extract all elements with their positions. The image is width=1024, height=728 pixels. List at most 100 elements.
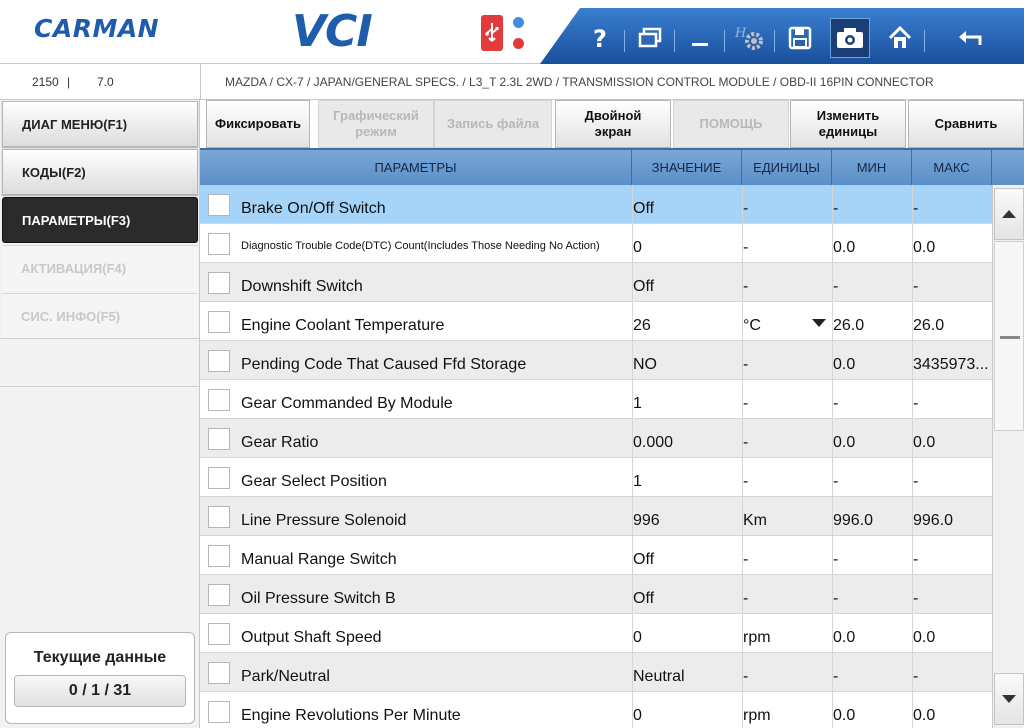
help-icon[interactable]: ? [580,18,620,58]
cell-unit: rpm [743,629,771,646]
row-checkbox[interactable] [208,311,230,333]
graph-mode-button: Графический режим [318,100,434,148]
row-checkbox[interactable] [208,389,230,411]
table-scrollbar[interactable] [992,185,1024,728]
cell-value: Off [633,590,655,607]
row-checkbox[interactable] [208,428,230,450]
cell-min: 0.0 [833,434,856,451]
cell-max: - [913,473,919,490]
table-row[interactable]: Line Pressure Solenoid 996 Km 996.0 996.0 [200,497,992,536]
settings-icon[interactable]: H [730,18,770,58]
column-header-parameters[interactable]: ПАРАМЕТРЫ [200,150,632,185]
cell-value: 0 [633,707,642,724]
connection-led-red-icon [513,38,524,49]
cell-max: - [913,395,919,412]
window-icon[interactable] [630,18,670,58]
row-checkbox[interactable] [208,233,230,255]
cell-value: NO [633,356,657,373]
cell-name: Engine Coolant Temperature [241,317,445,334]
record-file-button: Запись файла [434,100,552,148]
column-header-units[interactable]: ЕДИНИЦЫ [742,150,832,185]
camera-icon[interactable] [830,18,870,58]
minimize-icon[interactable] [680,18,720,58]
table-row[interactable]: Gear Ratio 0.000 - 0.0 0.0 [200,419,992,458]
arrow-down-icon [1002,695,1016,703]
cell-value: Off [633,200,655,217]
table-row[interactable]: Output Shaft Speed 0 rpm 0.0 0.0 [200,614,992,653]
change-units-button[interactable]: Изменить единицы [790,100,906,148]
cell-value: 1 [633,473,642,490]
scroll-thumb[interactable] [994,241,1024,431]
column-header-min[interactable]: МИН [832,150,912,185]
sidebar-item-parameters[interactable]: ПАРАМЕТРЫ(F3) [2,197,198,243]
cell-value: 1 [633,395,642,412]
cell-name: Gear Commanded By Module [241,395,453,412]
cell-min: - [833,668,839,685]
cell-min: - [833,395,839,412]
cell-unit: - [743,551,749,568]
cell-max: 3435973... [913,356,989,373]
table-row[interactable]: Gear Select Position 1 - - - [200,458,992,497]
cell-max: - [913,200,919,217]
table-row[interactable]: Park/Neutral Neutral - - - [200,653,992,692]
cell-min: - [833,278,839,295]
unit-dropdown-icon[interactable] [812,319,826,327]
cell-unit: - [743,434,749,451]
current-data-counter: 0 / 1 / 31 [14,675,186,707]
svg-text:H: H [734,26,747,41]
cell-unit: Km [743,512,767,529]
back-icon[interactable] [950,18,990,58]
cell-min: - [833,551,839,568]
cell-value: 0.000 [633,434,674,451]
table-row[interactable]: Downshift Switch Off - - - [200,263,992,302]
cell-name: Gear Ratio [241,434,319,451]
row-checkbox[interactable] [208,545,230,567]
save-icon[interactable] [780,18,820,58]
cell-name: Manual Range Switch [241,551,397,568]
cell-max: - [913,590,919,607]
dual-screen-button[interactable]: Двойной экран [555,100,671,148]
cell-value: Off [633,551,655,568]
table-row[interactable]: Brake On/Off Switch Off - - - [200,185,992,224]
cell-unit: - [743,668,749,685]
row-checkbox[interactable] [208,584,230,606]
vehicle-code: 2150 [32,75,59,89]
row-checkbox[interactable] [208,350,230,372]
cell-name: Pending Code That Caused Ffd Storage [241,356,527,373]
row-checkbox[interactable] [208,662,230,684]
row-checkbox[interactable] [208,506,230,528]
scroll-down-button[interactable] [994,673,1024,725]
help-button: ПОМОЩЬ [673,100,789,148]
cell-unit: - [743,473,749,490]
cell-unit: °C [743,317,761,334]
row-checkbox[interactable] [208,194,230,216]
row-checkbox[interactable] [208,623,230,645]
table-row[interactable]: Diagnostic Trouble Code(DTC) Count(Inclu… [200,224,992,263]
freeze-button[interactable]: Фиксировать [206,100,310,148]
table-row[interactable]: Manual Range Switch Off - - - [200,536,992,575]
table-row[interactable]: Pending Code That Caused Ffd Storage NO - 0… [200,341,992,380]
vehicle-info-bar: 2150 | 7.0 MAZDA / CX-7 / JAPAN/GENERAL … [0,64,1024,100]
column-header-value[interactable]: ЗНАЧЕНИЕ [632,150,742,185]
table-row[interactable]: Oil Pressure Switch B Off - - - [200,575,992,614]
cell-name: Oil Pressure Switch B [241,590,396,607]
row-checkbox[interactable] [208,272,230,294]
cell-unit: - [743,278,749,295]
cell-value: Off [633,278,655,295]
table-row[interactable]: Engine Coolant Temperature 26 °C 26.0 26.0 [200,302,992,341]
home-icon[interactable] [880,18,920,58]
table-row[interactable]: Gear Commanded By Module 1 - - - [200,380,992,419]
connection-led-blue-icon [513,17,524,28]
sidebar-item-codes[interactable]: КОДЫ(F2) [2,149,198,195]
row-checkbox[interactable] [208,701,230,723]
cell-unit: rpm [743,707,771,724]
sidebar-item-system-info: СИС. ИНФО(F5) [2,293,198,339]
table-row[interactable]: Engine Revolutions Per Minute 0 rpm 0.0 0.0 [200,692,992,728]
column-header-max[interactable]: МАКС [912,150,992,185]
scroll-up-button[interactable] [994,188,1024,240]
row-checkbox[interactable] [208,467,230,489]
sidebar-item-diag-menu[interactable]: ДИАГ МЕНЮ(F1) [2,101,198,147]
vehicle-divider: | [67,75,71,89]
compare-button[interactable]: Сравнить [908,100,1024,148]
cell-name: Downshift Switch [241,278,363,295]
